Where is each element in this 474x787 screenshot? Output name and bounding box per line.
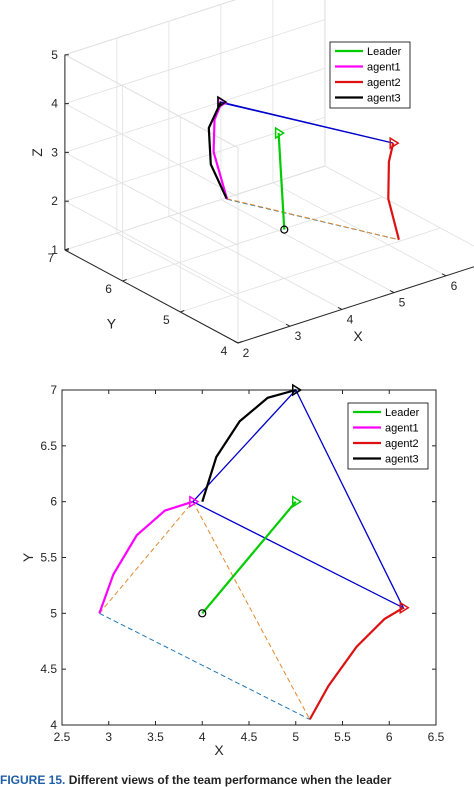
link-agent1-agent2-cross: [192, 501, 311, 720]
caption-text: Different views of the team performance …: [68, 773, 392, 787]
y-tick-label: 4.5: [40, 662, 57, 676]
grid-line-x: [324, 0, 474, 247]
legend-box: [329, 41, 411, 109]
x-tick-mark: [337, 306, 343, 310]
y-tick-label: 6: [105, 282, 112, 296]
legend-label-agent1: agent1: [385, 423, 419, 435]
legend-label-agent2: agent2: [367, 77, 401, 89]
x-tick-mark: [441, 273, 447, 277]
y-tick-label: 4: [50, 718, 57, 732]
x-tick-label: 6: [451, 279, 458, 293]
z-tick-label: 5: [51, 48, 58, 62]
y-tick-mark: [180, 310, 185, 313]
z-tick-label: 4: [51, 97, 58, 111]
x-axis-label: X: [214, 742, 224, 758]
trajectory-agent3: [201, 388, 297, 503]
y-tick-label: 6: [50, 495, 57, 509]
legend-label-agent3: agent3: [385, 454, 419, 466]
end-marker-agent2: [399, 601, 410, 615]
legend-label-agent2: agent2: [385, 438, 419, 450]
end-marker-leader: [292, 495, 303, 509]
link-agent3-agent2-start: [226, 198, 400, 241]
y-tick-label: 7: [48, 251, 55, 265]
end-marker-leader: [274, 126, 286, 140]
formation-triangle-final: [191, 388, 405, 610]
caption-label: FIGURE 15.: [0, 773, 66, 787]
y-tick-label: 5.5: [40, 551, 57, 565]
end-marker-agent2: [389, 136, 400, 150]
trajectory-agent2: [387, 142, 400, 240]
chart-top-view: 2.5 3 3.5 4 4.5 5 5.5 6 6.5 4 4.5 5 5.5 6 6.5 7 X Y Leader…: [20, 383, 445, 758]
link-agent1-start-end: [99, 501, 194, 614]
z-tick-label: 2: [51, 194, 58, 208]
x-tick-mark: [285, 323, 291, 327]
x-tick-label: 5: [399, 296, 406, 310]
y-tick-label: 6.5: [40, 439, 57, 453]
y-axis-label: Y: [107, 316, 117, 332]
y-tick-label: 5: [50, 606, 57, 620]
trajectory-agent1: [212, 102, 229, 200]
x-axis-label: X: [353, 328, 363, 344]
trajectory-agent3: [207, 101, 228, 200]
x-tick-label: 5.5: [334, 730, 351, 744]
y-tick-mark: [122, 279, 127, 282]
x-tick-mark: [389, 290, 395, 294]
x-tick-label: 4: [199, 730, 206, 744]
end-marker-agent3: [292, 383, 303, 397]
leader-start-marker: [280, 225, 289, 234]
y-tick-label: 5: [163, 313, 170, 327]
y-axis-line: [64, 249, 239, 344]
legend-label-leader: Leader: [367, 46, 402, 58]
x-tick-label: 3: [295, 329, 302, 343]
trajectory-agent1: [98, 500, 194, 614]
link-agent1-agent2-start: [99, 612, 311, 720]
figure-caption: FIGURE 15. Different views of the team p…: [0, 773, 474, 787]
y-tick-label: 7: [50, 383, 57, 397]
x-axis-line: [237, 266, 474, 344]
y-axis-label: Y: [20, 552, 36, 562]
x-tick-label: 4.5: [241, 730, 258, 744]
x-tick-label: 2.5: [54, 730, 71, 744]
end-marker-agent1: [189, 495, 200, 509]
x-tick-label: 2: [243, 346, 250, 360]
leader-start-marker: [198, 609, 207, 618]
x-tick-label: 3.5: [147, 730, 164, 744]
z-tick-label: 3: [51, 145, 58, 159]
trajectory-leader: [201, 500, 297, 615]
x-tick-mark: [233, 340, 239, 344]
legend-label-leader: Leader: [385, 407, 420, 419]
y-tick-mark: [237, 341, 243, 344]
chart-3d-view: 234567456712345XYZLeaderagent1agent2agen…: [29, 0, 474, 360]
x-tick-label: 4: [347, 312, 354, 326]
x-tick-label: 6.5: [428, 730, 445, 744]
legend-label-agent3: agent3: [367, 93, 401, 105]
x-tick-label: 6: [386, 730, 393, 744]
trajectory-agent2: [308, 606, 404, 720]
z-tick-label: 1: [51, 243, 58, 257]
end-marker-agent3: [217, 95, 228, 109]
legend-label-agent1: agent1: [367, 62, 401, 74]
z-axis-label: Z: [29, 148, 45, 157]
trajectory-leader: [277, 132, 286, 230]
y-tick-label: 4: [221, 344, 228, 358]
x-tick-label: 3: [105, 730, 112, 744]
x-tick-label: 5: [292, 730, 299, 744]
